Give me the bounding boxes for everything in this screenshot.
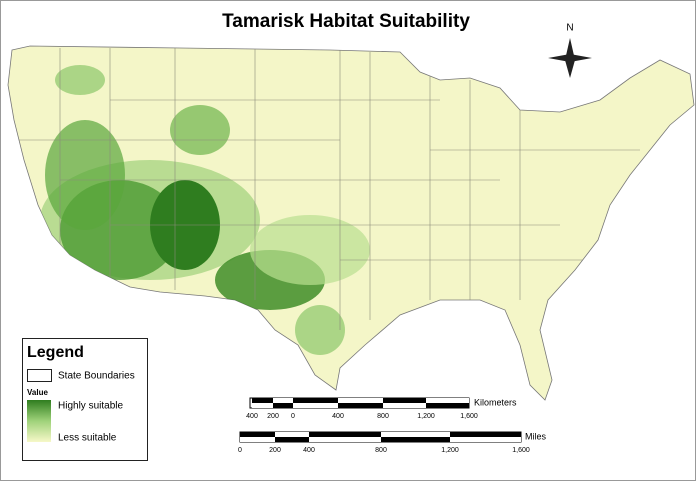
scale-segment xyxy=(450,437,521,442)
suitability-area xyxy=(55,65,105,95)
scale-tick-label: 0 xyxy=(291,413,295,420)
scale-segment xyxy=(309,437,381,442)
north-arrow: N xyxy=(548,23,592,78)
scale-segment xyxy=(275,437,309,442)
scale-tick-label: 200 xyxy=(267,413,279,420)
scale-segment xyxy=(252,403,273,408)
legend-title: Legend xyxy=(27,344,84,361)
scale-unit: Miles xyxy=(525,431,547,441)
state-boundaries xyxy=(8,48,640,330)
scale-segment xyxy=(293,403,338,408)
legend-value-heading: Value xyxy=(27,388,48,397)
suitability-area xyxy=(45,120,125,230)
scale-tick-label: 400 xyxy=(332,413,344,420)
scale-segment xyxy=(381,432,450,437)
legend-boundary-label: State Boundaries xyxy=(58,371,135,382)
suitability-layer xyxy=(8,48,640,355)
north-label: N xyxy=(566,23,573,34)
scale-tick-label: 400 xyxy=(246,413,258,420)
suitability-area xyxy=(295,305,345,355)
scale-segment xyxy=(426,403,469,408)
suitability-area xyxy=(250,215,370,285)
scale-segment xyxy=(383,403,426,408)
scale-segment xyxy=(273,398,293,403)
scale-tick-label: 0 xyxy=(238,447,242,454)
scale-segment xyxy=(275,432,309,437)
scale-segment xyxy=(450,432,521,437)
legend-boundary-swatch xyxy=(27,369,52,382)
scale-tick-label: 800 xyxy=(375,447,387,454)
legend-gradient xyxy=(27,400,51,442)
legend: Legend State Boundaries Value Highly sui… xyxy=(22,338,148,461)
scale-segment xyxy=(426,398,469,403)
scale-segment xyxy=(273,403,293,408)
scale-segment xyxy=(381,437,450,442)
scale-segment xyxy=(252,398,273,403)
scale-unit: Kilometers xyxy=(474,397,517,407)
scale-bar-km: Kilometers 400 200 0 400 800 1,200 1,600 xyxy=(246,397,517,419)
scale-tick-label: 800 xyxy=(377,413,389,420)
suitability-area xyxy=(170,105,230,155)
scale-segment xyxy=(309,432,381,437)
scale-segment xyxy=(293,398,338,403)
map-title: Tamarisk Habitat Suitability xyxy=(222,11,470,32)
scale-tick-label: 1,200 xyxy=(441,447,459,454)
scale-segment xyxy=(338,403,383,408)
scale-tick-label: 1,600 xyxy=(512,447,530,454)
legend-low-label: Less suitable xyxy=(58,433,117,444)
scale-tick-label: 200 xyxy=(269,447,281,454)
scale-segment xyxy=(383,398,426,403)
scale-tick-label: 1,200 xyxy=(417,413,435,420)
scale-bar-miles: Miles 0 200 400 800 1,200 1,600 xyxy=(238,431,546,453)
scale-segment xyxy=(338,398,383,403)
scale-segment xyxy=(240,432,275,437)
scale-segment xyxy=(240,437,275,442)
scale-tick-label: 400 xyxy=(303,447,315,454)
scale-tick-label: 1,600 xyxy=(460,413,478,420)
legend-high-label: Highly suitable xyxy=(58,401,123,412)
